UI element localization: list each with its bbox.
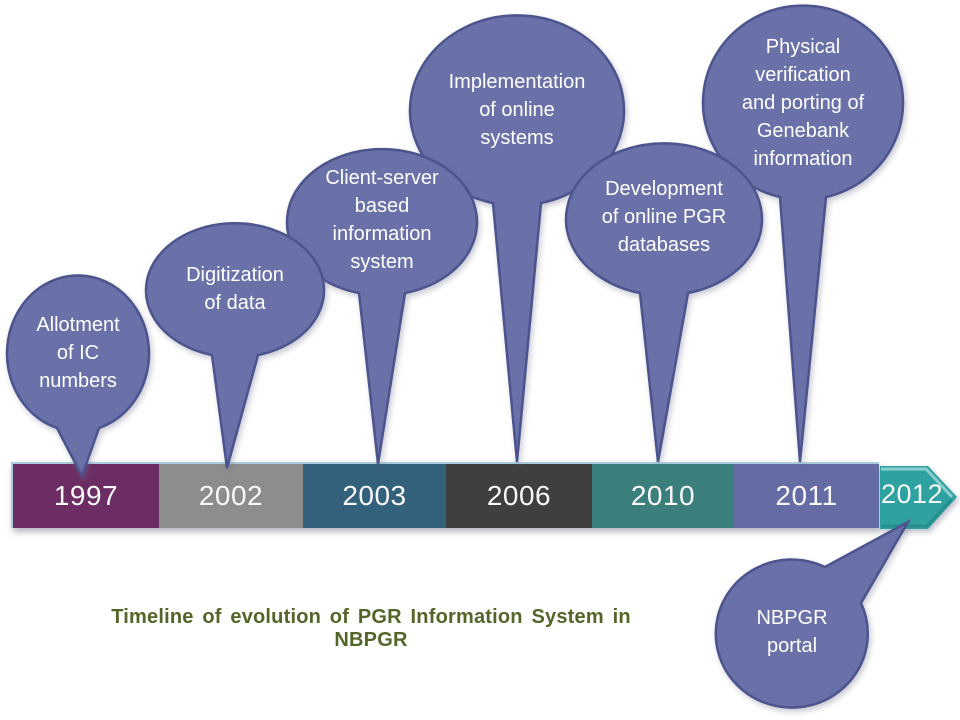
timeline-arrow-2012 — [880, 466, 957, 529]
timeline-segment-2002: 2002 — [159, 464, 303, 528]
balloon-digitization-of-data-shape — [144, 222, 326, 469]
balloon-nbpgr-portal-shape — [714, 518, 912, 709]
year-label-2006: 2006 — [486, 480, 552, 511]
timeline-segment-2006: 2006 — [446, 464, 592, 528]
timeline-segment-2010: 2010 — [592, 464, 734, 528]
timeline-segment-2003: 2003 — [303, 464, 446, 528]
slide-caption: Timeline of evolution of PGR Information… — [111, 606, 631, 651]
year-label-2012-wrap: 2012 — [880, 462, 944, 526]
balloon-digitization-of-data-label: Digitization of data — [186, 264, 284, 314]
year-label-2011: 2011 — [775, 480, 838, 511]
timeline-segment-1997: 1997 — [13, 464, 159, 528]
balloon-online-pgr-databases-shape — [564, 142, 764, 463]
timeline-segment-2011: 2011 — [734, 464, 879, 528]
balloon-allotment-ic-numbers-label: Allotment of IC numbers — [36, 314, 120, 392]
timeline-bar: 1997 2002 2003 2006 2010 2011 — [11, 462, 879, 528]
arrow-2012-shade — [882, 497, 954, 528]
year-label-2012: 2012 — [880, 478, 944, 509]
balloon-online-systems-implementation-label: Implementation of online systems — [448, 71, 586, 149]
year-label-2002: 2002 — [198, 480, 264, 511]
year-label-2010: 2010 — [630, 480, 696, 511]
balloon-nbpgr-portal-label: NBPGR portal — [756, 607, 828, 657]
balloon-client-server-system-label: Client-server based information system — [325, 167, 439, 273]
balloon-genebank-verification-porting-shape — [701, 4, 905, 463]
balloon-genebank-verification-porting-label: Physical verification and porting of Gen… — [741, 36, 865, 170]
arrow-2012-highlight — [881, 467, 954, 499]
year-label-1997: 1997 — [53, 480, 119, 511]
year-label-2003: 2003 — [342, 480, 407, 511]
balloon-online-pgr-databases-label: Development of online PGR databases — [601, 178, 727, 256]
balloon-allotment-ic-numbers-shape — [5, 274, 151, 480]
